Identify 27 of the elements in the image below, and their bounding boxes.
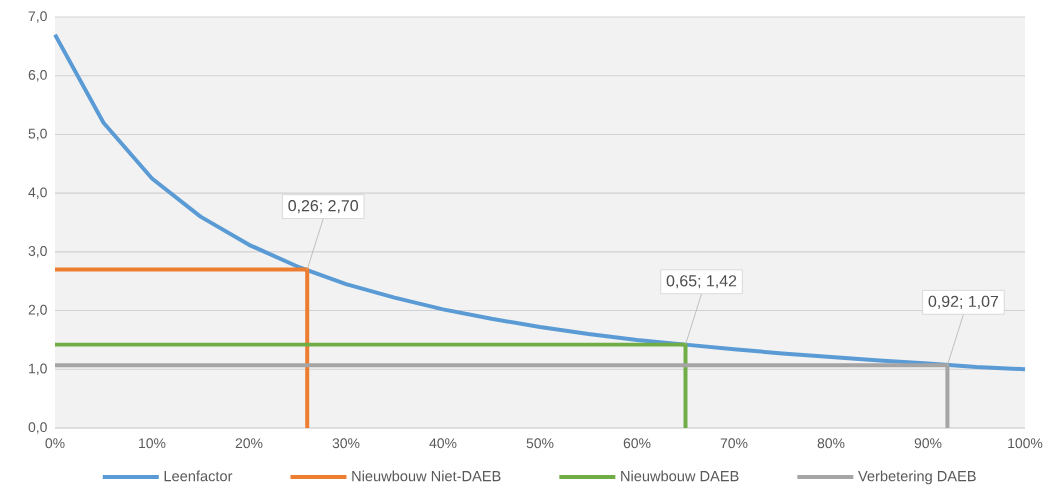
x-tick-label: 50% — [526, 438, 554, 449]
annotation: 0,65; 1,42 — [666, 275, 737, 289]
annotation: 0,26; 2,70 — [288, 200, 359, 214]
y-tick-label: 3,0 — [28, 246, 47, 258]
legend-label: Nieuwbouw DAEB — [621, 470, 739, 482]
y-tick-label: 7,0 — [28, 11, 47, 23]
legend-label: Nieuwbouw Niet-DAEB — [352, 470, 501, 482]
y-tick-label: 2,0 — [28, 304, 47, 317]
x-tick-label: 80% — [817, 438, 845, 449]
x-tick-label: 0% — [45, 438, 65, 449]
legend-label: Leenfactor — [164, 470, 233, 482]
x-tick-label: 20% — [235, 438, 263, 449]
line-series — [53, 32, 1028, 372]
x-tick-label: 40% — [429, 438, 457, 449]
x-tick-label: 60% — [623, 438, 651, 449]
x-tick-label: 90% — [914, 438, 942, 449]
y-tick-label: 0,0 — [28, 422, 47, 434]
annotation: 0,92; 1,07 — [928, 295, 999, 309]
x-tick-label: 10% — [139, 438, 166, 449]
legend-label: Verbetering DAEB — [858, 470, 976, 485]
y-tick-label: 4,0 — [28, 187, 47, 199]
x-tick-label: 70% — [720, 438, 748, 449]
x-tick-label: 30% — [332, 438, 360, 449]
y-tick-label: 1,0 — [29, 363, 47, 376]
y-tick-label: 6,0 — [28, 69, 47, 82]
x-tick-label: 100% — [1008, 438, 1043, 449]
y-tick-label: 5,0 — [28, 128, 47, 141]
